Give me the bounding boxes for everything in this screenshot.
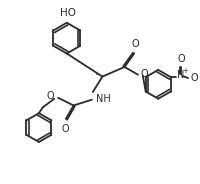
Text: +: + (182, 68, 188, 74)
Text: N: N (177, 70, 184, 80)
Text: HO: HO (60, 8, 76, 18)
Text: O: O (141, 69, 149, 79)
Text: O: O (191, 73, 199, 83)
Text: O: O (177, 54, 185, 64)
Text: O: O (131, 39, 139, 49)
Text: -: - (196, 72, 198, 78)
Text: O: O (61, 124, 69, 134)
Text: NH: NH (96, 94, 110, 104)
Text: O: O (47, 91, 54, 101)
